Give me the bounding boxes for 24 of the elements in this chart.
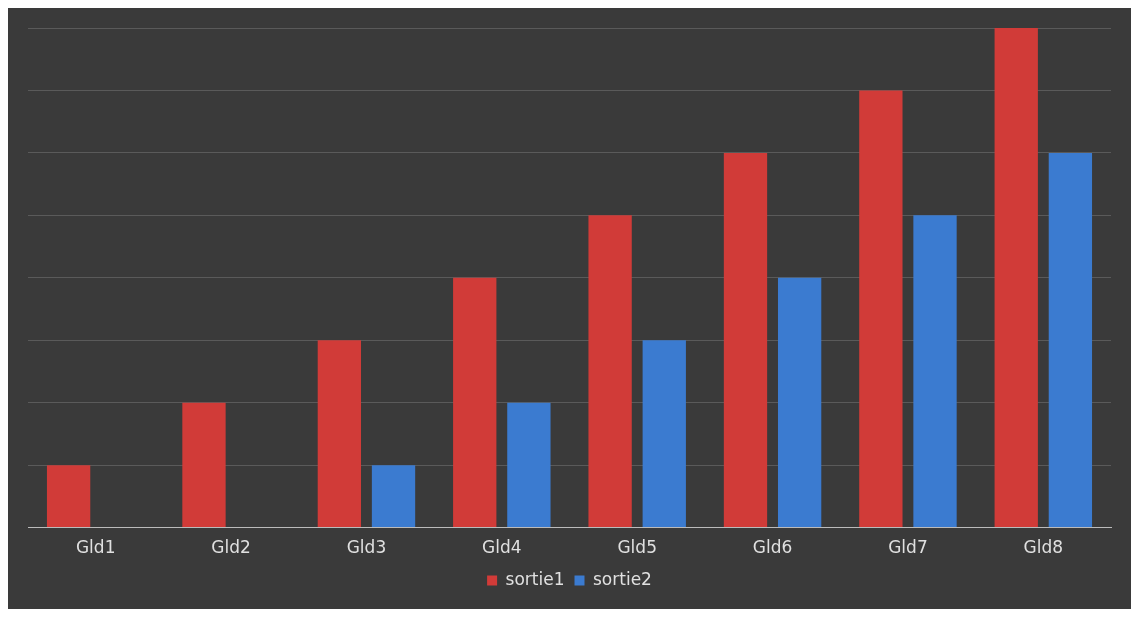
x-tick-label: Gld8: [1023, 537, 1064, 558]
bar: [777, 277, 822, 528]
x-tick-label: Gld5: [617, 537, 657, 558]
bar: [859, 90, 903, 528]
x-tick-label: Gld3: [346, 537, 387, 558]
bar: [994, 28, 1038, 528]
bar: [1048, 152, 1093, 528]
legend-label: sortie2: [593, 568, 652, 589]
bar: [723, 152, 768, 528]
x-tick-label: Gld7: [888, 537, 928, 558]
bar: [642, 340, 686, 528]
legend-label: sortie1: [505, 568, 565, 589]
bar: [588, 215, 632, 528]
bar: [317, 340, 362, 528]
x-tick-label: Gld2: [211, 537, 251, 558]
x-tick-label: Gld4: [482, 537, 522, 558]
bar: [46, 465, 91, 528]
bar: [913, 215, 957, 528]
bar: [182, 402, 226, 528]
bar: [507, 402, 551, 528]
x-tick-label: Gld6: [752, 537, 793, 558]
bar: [453, 277, 497, 528]
bar: [371, 465, 416, 528]
x-tick-label: Gld1: [75, 537, 116, 558]
